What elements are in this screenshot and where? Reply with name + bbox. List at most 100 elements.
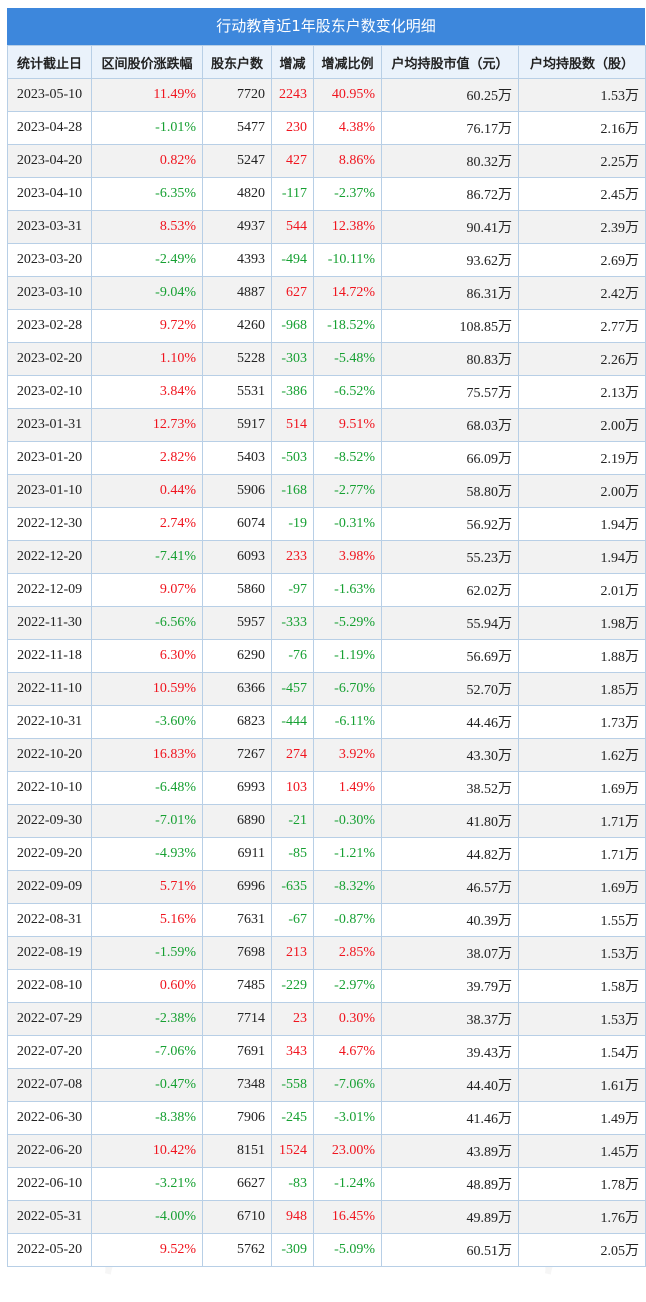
- change-pct-cell: 14.72%: [313, 276, 382, 310]
- change-cell: -97: [271, 573, 314, 607]
- avg-shares-cell: 2.00万: [518, 474, 646, 508]
- holders-cell: 4260: [202, 309, 272, 343]
- price-change-cell: -3.60%: [91, 705, 203, 739]
- change-pct-cell: 3.98%: [313, 540, 382, 574]
- table-row: 2022-08-10 0.60% 7485 -229 -2.97% 39.79万 1.58万: [7, 969, 646, 1003]
- price-change-cell: 5.71%: [91, 870, 203, 904]
- change-cell: -494: [271, 243, 314, 277]
- avg-value-cell: 46.57万: [381, 870, 519, 904]
- price-change-cell: 10.59%: [91, 672, 203, 706]
- change-cell: -503: [271, 441, 314, 475]
- avg-value-cell: 56.92万: [381, 507, 519, 541]
- change-cell: -229: [271, 969, 314, 1003]
- change-cell: -457: [271, 672, 314, 706]
- avg-value-cell: 43.30万: [381, 738, 519, 772]
- price-change-cell: -3.21%: [91, 1167, 203, 1201]
- date-cell: 2022-12-30: [7, 507, 92, 541]
- change-pct-cell: -2.77%: [313, 474, 382, 508]
- price-change-cell: -7.01%: [91, 804, 203, 838]
- table-row: 2023-01-31 12.73% 5917 514 9.51% 68.03万 2.00万: [7, 408, 646, 442]
- holders-cell: 6993: [202, 771, 272, 805]
- price-change-cell: 6.30%: [91, 639, 203, 673]
- date-cell: 2022-07-08: [7, 1068, 92, 1102]
- avg-shares-cell: 1.85万: [518, 672, 646, 706]
- table-row: 2023-04-10 -6.35% 4820 -117 -2.37% 86.72万 2.45…: [7, 177, 646, 211]
- change-cell: -303: [271, 342, 314, 376]
- price-change-cell: -1.01%: [91, 111, 203, 145]
- holders-cell: 5247: [202, 144, 272, 178]
- date-cell: 2023-04-20: [7, 144, 92, 178]
- date-cell: 2022-10-10: [7, 771, 92, 805]
- price-change-cell: -7.41%: [91, 540, 203, 574]
- avg-shares-cell: 1.76万: [518, 1200, 646, 1234]
- avg-shares-cell: 2.45万: [518, 177, 646, 211]
- change-cell: 274: [271, 738, 314, 772]
- holders-cell: 7691: [202, 1035, 272, 1069]
- table-row: 2022-11-18 6.30% 6290 -76 -1.19% 56.69万 1.88万: [7, 639, 646, 673]
- change-pct-cell: 4.38%: [313, 111, 382, 145]
- holders-cell: 7906: [202, 1101, 272, 1135]
- change-cell: 627: [271, 276, 314, 310]
- change-cell: 233: [271, 540, 314, 574]
- change-pct-cell: -6.70%: [313, 672, 382, 706]
- change-pct-cell: -6.52%: [313, 375, 382, 409]
- date-cell: 2022-06-10: [7, 1167, 92, 1201]
- avg-shares-cell: 2.69万: [518, 243, 646, 277]
- table-row: 2022-06-30 -8.38% 7906 -245 -3.01% 41.46万 1.49…: [7, 1101, 646, 1135]
- table-row: 2022-10-20 16.83% 7267 274 3.92% 43.30万 1.62万: [7, 738, 646, 772]
- avg-shares-cell: 1.55万: [518, 903, 646, 937]
- avg-value-cell: 90.41万: [381, 210, 519, 244]
- avg-shares-cell: 1.62万: [518, 738, 646, 772]
- table-row: 2023-04-28 -1.01% 5477 230 4.38% 76.17万 2.16万: [7, 111, 646, 145]
- change-pct-cell: -5.29%: [313, 606, 382, 640]
- date-cell: 2023-04-10: [7, 177, 92, 211]
- avg-value-cell: 38.37万: [381, 1002, 519, 1036]
- avg-value-cell: 60.25万: [381, 78, 519, 112]
- date-cell: 2023-04-28: [7, 111, 92, 145]
- avg-value-cell: 58.80万: [381, 474, 519, 508]
- avg-value-cell: 86.72万: [381, 177, 519, 211]
- price-change-cell: 0.60%: [91, 969, 203, 1003]
- change-cell: 427: [271, 144, 314, 178]
- avg-value-cell: 93.62万: [381, 243, 519, 277]
- table-row: 2022-10-10 -6.48% 6993 103 1.49% 38.52万 1.69万: [7, 771, 646, 805]
- change-pct-cell: 1.49%: [313, 771, 382, 805]
- avg-shares-cell: 2.25万: [518, 144, 646, 178]
- change-pct-cell: 0.30%: [313, 1002, 382, 1036]
- price-change-cell: 9.52%: [91, 1233, 203, 1267]
- avg-shares-cell: 1.94万: [518, 540, 646, 574]
- avg-shares-cell: 1.71万: [518, 804, 646, 838]
- table-row: 2023-01-20 2.82% 5403 -503 -8.52% 66.09万 2.19万: [7, 441, 646, 475]
- table-row: 2022-08-19 -1.59% 7698 213 2.85% 38.07万 1.53万: [7, 936, 646, 970]
- avg-shares-cell: 1.78万: [518, 1167, 646, 1201]
- avg-shares-cell: 1.71万: [518, 837, 646, 871]
- table-row: 2023-01-10 0.44% 5906 -168 -2.77% 58.80万 2.00万: [7, 474, 646, 508]
- price-change-cell: -6.56%: [91, 606, 203, 640]
- avg-value-cell: 43.89万: [381, 1134, 519, 1168]
- avg-shares-cell: 1.53万: [518, 1002, 646, 1036]
- avg-value-cell: 49.89万: [381, 1200, 519, 1234]
- price-change-cell: 0.44%: [91, 474, 203, 508]
- change-cell: -444: [271, 705, 314, 739]
- change-cell: -635: [271, 870, 314, 904]
- price-change-cell: 8.53%: [91, 210, 203, 244]
- change-pct-cell: 23.00%: [313, 1134, 382, 1168]
- table-row: 2022-12-09 9.07% 5860 -97 -1.63% 62.02万 2.01万: [7, 573, 646, 607]
- price-change-cell: -9.04%: [91, 276, 203, 310]
- change-cell: -309: [271, 1233, 314, 1267]
- holders-cell: 5531: [202, 375, 272, 409]
- avg-shares-cell: 2.39万: [518, 210, 646, 244]
- avg-shares-cell: 2.16万: [518, 111, 646, 145]
- shareholder-table-container: 行动教育近1年股东户数变化明细 统计截止日 区间股价涨跌幅 股东户数 增减 增减…: [7, 8, 646, 1267]
- change-pct-cell: 4.67%: [313, 1035, 382, 1069]
- avg-shares-cell: 2.77万: [518, 309, 646, 343]
- avg-value-cell: 86.31万: [381, 276, 519, 310]
- price-change-cell: -6.35%: [91, 177, 203, 211]
- avg-value-cell: 62.02万: [381, 573, 519, 607]
- column-header-holders: 股东户数: [202, 45, 272, 79]
- avg-shares-cell: 1.53万: [518, 936, 646, 970]
- holders-cell: 7267: [202, 738, 272, 772]
- table-row: 2023-03-31 8.53% 4937 544 12.38% 90.41万 2.39万: [7, 210, 646, 244]
- change-cell: 544: [271, 210, 314, 244]
- holders-cell: 6627: [202, 1167, 272, 1201]
